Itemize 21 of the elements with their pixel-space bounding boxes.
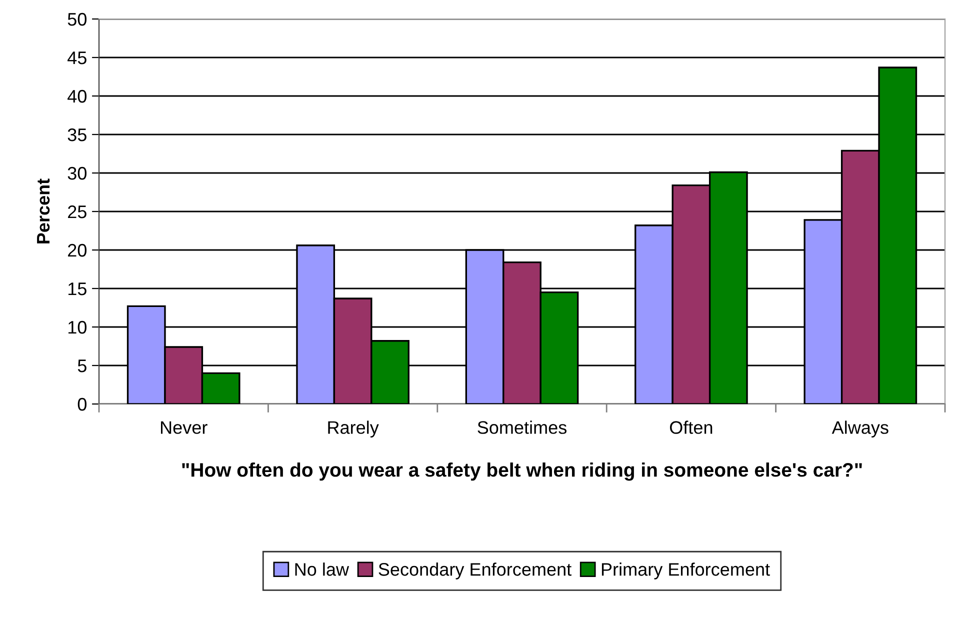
x-tick-label: Always [832, 420, 888, 438]
legend-label: No law [295, 562, 350, 576]
y-tick-label: 15 [68, 282, 86, 296]
legend-label: Secondary Enforcement [378, 562, 572, 580]
y-tick-label: 50 [68, 12, 86, 26]
x-axis-title: "How often do you wear a safety belt when riding in someone else's car?" [182, 462, 862, 481]
y-tick-label: 10 [68, 320, 86, 334]
y-tick-label: 5 [78, 360, 86, 372]
y-tick-label: 30 [68, 166, 86, 180]
y-tick-label: 20 [68, 244, 86, 257]
y-tick-label: 0 [78, 398, 86, 411]
y-tick-label: 45 [68, 52, 86, 64]
legend-label: Primary Enforcement [602, 562, 770, 580]
y-tick-label: 40 [68, 90, 86, 103]
x-tick-label: Often [670, 420, 712, 434]
x-tick-label: Never [161, 421, 208, 434]
x-tick-label: Sometimes [478, 420, 566, 434]
y-axis-title: Percent [37, 178, 50, 244]
y-tick-label: 25 [68, 205, 86, 218]
y-tick-label: 35 [68, 128, 86, 142]
x-tick-label: Rarely [328, 420, 379, 438]
